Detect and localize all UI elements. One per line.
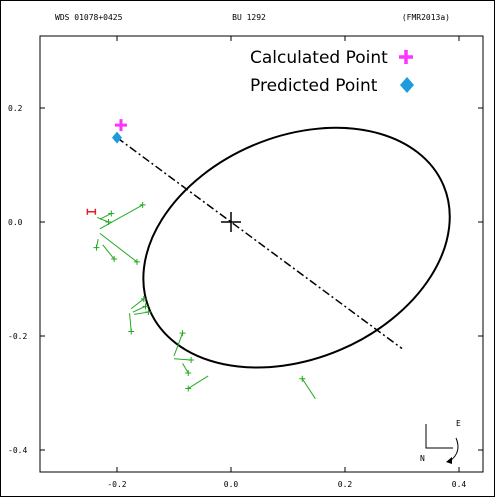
observation-point (93, 244, 100, 251)
observation-point (142, 303, 149, 310)
header-reference: (FMR2013a) (402, 13, 450, 22)
y-axis-ticks: 0.2 0.0 -0.2 -0.4 (8, 104, 483, 455)
observations (93, 201, 316, 399)
residual-line (130, 298, 145, 310)
measured-point-red (86, 208, 97, 215)
observation-point (188, 356, 195, 363)
header-discoverer: BU 1292 (232, 13, 266, 22)
residual-line (129, 313, 132, 332)
observation-point (105, 219, 112, 225)
plot-frame (39, 35, 484, 473)
y-tick-label: 0.0 (8, 218, 23, 227)
predicted-point-marker (112, 131, 122, 144)
legend: Calculated Point Predicted Point (250, 48, 414, 96)
residual-line (182, 363, 189, 374)
primary-star-marker (221, 212, 241, 232)
observation-point (128, 328, 135, 335)
compass-north-label: N (420, 454, 425, 463)
compass: E N (420, 419, 461, 464)
residual-line (132, 305, 146, 313)
legend-predicted-marker (400, 77, 414, 93)
observation-point (140, 295, 147, 302)
residual-line (102, 244, 115, 260)
observation-point (108, 210, 115, 217)
compass-east-label: E (456, 419, 461, 428)
observation-point (299, 375, 306, 382)
x-tick-label: 0.4 (452, 480, 467, 489)
y-tick-label: -0.2 (8, 332, 27, 341)
compass-arrowhead (446, 457, 452, 464)
residual-line (99, 204, 143, 230)
observation-point (185, 385, 192, 392)
residual-line (187, 375, 209, 389)
y-tick-label: -0.4 (8, 446, 27, 455)
legend-cross-shape (399, 50, 413, 64)
compass-axes (425, 424, 453, 449)
observation-point (111, 256, 118, 263)
line-of-apsides (116, 137, 403, 350)
residual-line (99, 213, 112, 220)
residual-line (301, 378, 316, 399)
x-tick-label: 0.0 (224, 480, 239, 489)
observation-point (179, 330, 186, 337)
orbit-ellipse (142, 126, 451, 369)
legend-calculated-marker (399, 50, 413, 64)
residual-line (96, 216, 109, 223)
x-tick-label: 0.2 (338, 480, 353, 489)
y-tick-label: 0.2 (8, 104, 23, 113)
residual-line (99, 233, 138, 263)
x-tick-label: -0.2 (107, 480, 126, 489)
header-wds-id: WDS 01078+0425 (55, 13, 123, 22)
legend-predicted-label: Predicted Point (250, 76, 378, 96)
calculated-point-marker (114, 119, 127, 132)
measured-point-red-mark (86, 208, 97, 215)
calculated-point-cross (114, 119, 127, 132)
legend-calculated-label: Calculated Point (250, 48, 388, 68)
observation-point (145, 309, 152, 316)
observation-point (185, 370, 192, 377)
x-axis-ticks: -0.2 0.0 0.2 0.4 (107, 36, 466, 489)
observation-point (139, 201, 146, 208)
residual-line (173, 332, 184, 357)
observation-point (133, 258, 140, 265)
primary-star-cross (221, 212, 241, 232)
